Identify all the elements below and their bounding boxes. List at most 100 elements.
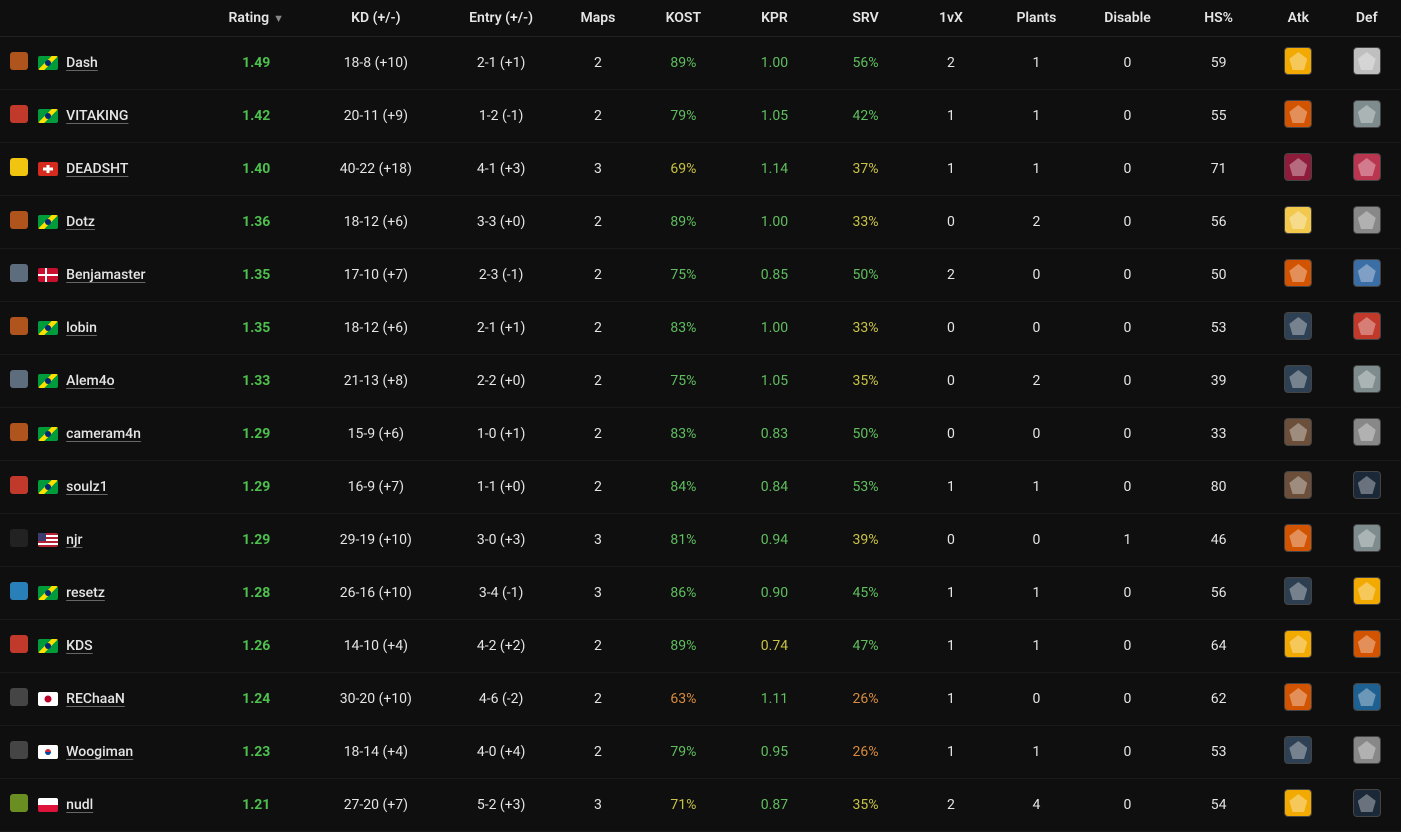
kost-value: 75% (638, 355, 729, 408)
def-operator-icon (1353, 789, 1381, 817)
atk-operator-cell[interactable] (1264, 196, 1332, 249)
player-cell[interactable]: njr (34, 514, 205, 567)
entry-value: 2-3 (-1) (444, 249, 558, 302)
def-operator-cell[interactable] (1332, 143, 1401, 196)
entry-value: 4-2 (+2) (444, 620, 558, 673)
team-cell[interactable] (0, 408, 34, 461)
atk-operator-cell[interactable] (1264, 514, 1332, 567)
team-cell[interactable] (0, 143, 34, 196)
def-operator-cell[interactable] (1332, 90, 1401, 143)
team-cell[interactable] (0, 726, 34, 779)
atk-operator-cell[interactable] (1264, 779, 1332, 832)
header-disable[interactable]: Disable (1082, 0, 1173, 37)
kd-value: 17-10 (+7) (308, 249, 445, 302)
header-hs[interactable]: HS% (1173, 0, 1264, 37)
def-operator-cell[interactable] (1332, 408, 1401, 461)
player-name-link[interactable]: KDS (66, 638, 92, 654)
player-cell[interactable]: Dash (34, 37, 205, 90)
atk-operator-cell[interactable] (1264, 726, 1332, 779)
team-cell[interactable] (0, 37, 34, 90)
player-cell[interactable]: Dotz (34, 196, 205, 249)
disable-value: 0 (1082, 673, 1173, 726)
atk-operator-cell[interactable] (1264, 461, 1332, 514)
team-cell[interactable] (0, 673, 34, 726)
def-operator-cell[interactable] (1332, 461, 1401, 514)
def-operator-icon (1353, 100, 1381, 128)
def-operator-cell[interactable] (1332, 37, 1401, 90)
player-cell[interactable]: KDS (34, 620, 205, 673)
def-operator-icon (1353, 206, 1381, 234)
player-cell[interactable]: resetz (34, 567, 205, 620)
player-cell[interactable]: Alem4o (34, 355, 205, 408)
atk-operator-cell[interactable] (1264, 143, 1332, 196)
header-rating[interactable]: Rating▼ (205, 0, 308, 37)
player-name-link[interactable]: resetz (66, 585, 105, 601)
atk-operator-cell[interactable] (1264, 408, 1332, 461)
header-1vx[interactable]: 1vX (911, 0, 991, 37)
player-name-link[interactable]: Woogiman (66, 744, 133, 760)
player-name-link[interactable]: VITAKING (66, 108, 128, 124)
atk-operator-cell[interactable] (1264, 355, 1332, 408)
header-player[interactable] (34, 0, 205, 37)
atk-operator-cell[interactable] (1264, 90, 1332, 143)
header-kd[interactable]: KD (+/-) (308, 0, 445, 37)
header-srv[interactable]: SRV (820, 0, 911, 37)
team-cell[interactable] (0, 779, 34, 832)
team-cell[interactable] (0, 514, 34, 567)
team-cell[interactable] (0, 355, 34, 408)
team-logo-icon (10, 476, 28, 494)
player-cell[interactable]: DEADSHT (34, 143, 205, 196)
def-operator-cell[interactable] (1332, 355, 1401, 408)
player-name-link[interactable]: Benjamaster (66, 267, 145, 283)
player-name-link[interactable]: DEADSHT (66, 161, 128, 177)
header-def[interactable]: Def (1332, 0, 1401, 37)
team-cell[interactable] (0, 620, 34, 673)
def-operator-cell[interactable] (1332, 779, 1401, 832)
player-name-link[interactable]: REChaaN (66, 691, 125, 707)
player-cell[interactable]: Woogiman (34, 726, 205, 779)
player-cell[interactable]: REChaaN (34, 673, 205, 726)
player-cell[interactable]: cameram4n (34, 408, 205, 461)
player-cell[interactable]: lobin (34, 302, 205, 355)
header-team[interactable] (0, 0, 34, 37)
atk-operator-cell[interactable] (1264, 302, 1332, 355)
header-kost[interactable]: KOST (638, 0, 729, 37)
def-operator-cell[interactable] (1332, 620, 1401, 673)
header-plants[interactable]: Plants (991, 0, 1082, 37)
atk-operator-cell[interactable] (1264, 37, 1332, 90)
player-cell[interactable]: nudl (34, 779, 205, 832)
player-name-link[interactable]: Alem4o (66, 373, 114, 389)
player-name-link[interactable]: njr (66, 532, 82, 548)
player-name-link[interactable]: soulz1 (66, 479, 108, 495)
team-cell[interactable] (0, 90, 34, 143)
header-atk[interactable]: Atk (1264, 0, 1332, 37)
atk-operator-cell[interactable] (1264, 567, 1332, 620)
def-operator-cell[interactable] (1332, 249, 1401, 302)
team-cell[interactable] (0, 567, 34, 620)
player-name-link[interactable]: Dotz (66, 214, 95, 230)
player-cell[interactable]: Benjamaster (34, 249, 205, 302)
player-name-link[interactable]: Dash (66, 55, 98, 71)
player-cell[interactable]: VITAKING (34, 90, 205, 143)
header-entry[interactable]: Entry (+/-) (444, 0, 558, 37)
team-cell[interactable] (0, 461, 34, 514)
def-operator-cell[interactable] (1332, 567, 1401, 620)
atk-operator-icon (1284, 789, 1312, 817)
player-name-link[interactable]: lobin (66, 320, 97, 336)
player-cell[interactable]: soulz1 (34, 461, 205, 514)
header-kpr[interactable]: KPR (729, 0, 820, 37)
player-name-link[interactable]: cameram4n (66, 426, 141, 442)
def-operator-cell[interactable] (1332, 514, 1401, 567)
team-cell[interactable] (0, 302, 34, 355)
def-operator-cell[interactable] (1332, 302, 1401, 355)
def-operator-cell[interactable] (1332, 673, 1401, 726)
atk-operator-cell[interactable] (1264, 620, 1332, 673)
atk-operator-cell[interactable] (1264, 249, 1332, 302)
header-maps[interactable]: Maps (558, 0, 638, 37)
def-operator-cell[interactable] (1332, 726, 1401, 779)
def-operator-cell[interactable] (1332, 196, 1401, 249)
player-name-link[interactable]: nudl (66, 797, 93, 813)
atk-operator-cell[interactable] (1264, 673, 1332, 726)
team-cell[interactable] (0, 249, 34, 302)
team-cell[interactable] (0, 196, 34, 249)
